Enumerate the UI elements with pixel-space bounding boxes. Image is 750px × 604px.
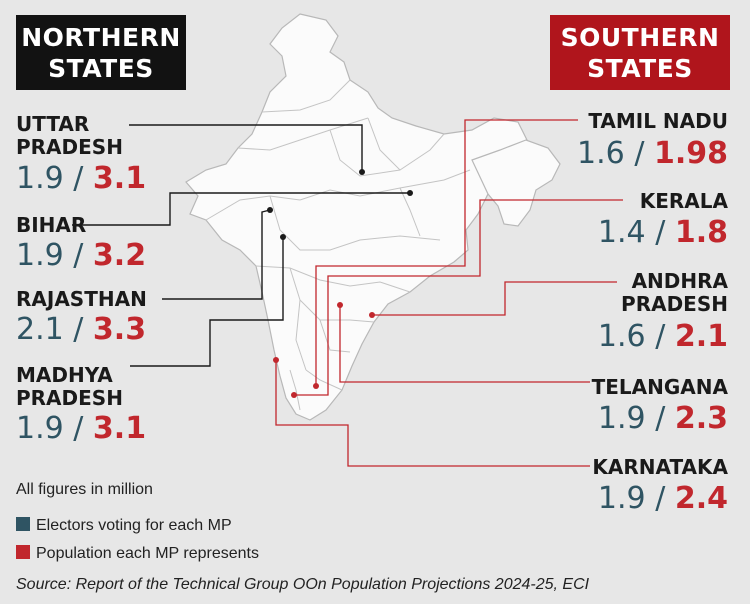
state-name-line: ANDHRA <box>631 269 728 293</box>
southern-states-header: SOUTHERN STATES <box>550 15 730 90</box>
electors-value: 2.1 <box>16 312 64 347</box>
state-name-uttar-pradesh: UTTAR PRADESH <box>16 113 123 159</box>
northern-leader-lines <box>72 124 410 367</box>
value-separator: / <box>634 136 645 171</box>
state-name-line: PRADESH <box>16 135 123 159</box>
electors-value: 1.9 <box>16 238 64 273</box>
legend-swatch-red <box>16 545 30 559</box>
state-name-tamil-nadu: TAMIL NADU <box>588 110 728 133</box>
electors-value: 1.9 <box>597 401 646 436</box>
electors-value: 1.9 <box>16 411 64 446</box>
state-name-line: BIHAR <box>16 213 87 237</box>
population-value: 3.2 <box>92 238 147 273</box>
legend-label: Electors voting for each MP <box>36 517 232 534</box>
northeast-region <box>471 139 561 227</box>
population-value: 1.98 <box>653 136 728 171</box>
state-name-line: KARNATAKA <box>592 455 728 479</box>
state-name-line: KERALA <box>639 189 728 213</box>
electors-value: 1.9 <box>16 161 64 196</box>
value-separator: / <box>73 161 84 196</box>
units-note: All figures in million <box>16 481 153 498</box>
state-borders <box>205 79 471 411</box>
population-value: 3.1 <box>92 411 147 446</box>
electors-value: 1.6 <box>577 136 625 171</box>
population-value: 2.4 <box>674 481 728 516</box>
population-value: 3.1 <box>92 161 147 196</box>
northern-leader-dots <box>267 169 413 240</box>
state-figures-karnataka: 1.9 / 2.4 <box>598 482 728 516</box>
electors-value: 1.9 <box>597 481 646 516</box>
value-separator: / <box>73 312 84 347</box>
population-value: 2.1 <box>674 319 728 354</box>
legend-item-electors: Electors voting for each MP <box>16 517 232 535</box>
population-value: 2.3 <box>674 401 728 436</box>
header-line: NORTHERN <box>21 23 181 52</box>
legend-item-population: Population each MP represents <box>16 545 259 563</box>
southern-leader-lines <box>275 119 623 467</box>
state-name-madhya-pradesh: MADHYA PRADESH <box>16 364 123 410</box>
electors-value: 1.6 <box>597 319 646 354</box>
southern-leader-dots <box>273 302 375 398</box>
state-name-andhra-pradesh: ANDHRA PRADESH <box>621 270 728 316</box>
legend-label: Population each MP represents <box>36 545 259 562</box>
population-value: 3.3 <box>92 312 147 347</box>
state-name-line: TAMIL NADU <box>588 109 728 133</box>
state-figures-telangana: 1.9 / 2.3 <box>598 402 728 436</box>
state-name-kerala: KERALA <box>640 190 728 213</box>
population-value: 1.8 <box>674 215 728 250</box>
northern-states-header: NORTHERN STATES <box>16 15 186 90</box>
header-line: STATES <box>587 54 693 83</box>
state-name-karnataka: KARNATAKA <box>592 456 728 479</box>
value-separator: / <box>655 319 666 354</box>
header-line: STATES <box>48 54 154 83</box>
state-name-telangana: TELANGANA <box>592 376 728 399</box>
state-name-line: PRADESH <box>621 292 728 316</box>
value-separator: / <box>655 215 666 250</box>
state-name-line: RAJASTHAN <box>16 287 147 311</box>
india-outline <box>185 13 529 421</box>
state-figures-kerala: 1.4 / 1.8 <box>598 216 728 250</box>
legend-swatch-blue <box>16 517 30 531</box>
value-separator: / <box>73 238 84 273</box>
source-note: Source: Report of the Technical Group OO… <box>16 576 590 593</box>
state-figures-rajasthan: 2.1 / 3.3 <box>16 313 146 347</box>
electors-value: 1.4 <box>597 215 646 250</box>
state-name-line: PRADESH <box>16 386 123 410</box>
state-name-bihar: BIHAR <box>16 214 86 237</box>
state-figures-madhya-pradesh: 1.9 / 3.1 <box>16 412 146 446</box>
state-name-line: TELANGANA <box>591 375 728 399</box>
state-name-line: UTTAR <box>16 112 90 136</box>
state-figures-bihar: 1.9 / 3.2 <box>16 239 146 273</box>
value-separator: / <box>73 411 84 446</box>
value-separator: / <box>655 481 666 516</box>
header-line: SOUTHERN <box>560 23 720 52</box>
state-figures-tamil-nadu: 1.6 / 1.98 <box>577 137 728 171</box>
state-figures-uttar-pradesh: 1.9 / 3.1 <box>16 162 146 196</box>
state-figures-andhra-pradesh: 1.6 / 2.1 <box>598 320 728 354</box>
state-name-rajasthan: RAJASTHAN <box>16 288 147 311</box>
value-separator: / <box>655 401 666 436</box>
state-name-line: MADHYA <box>16 363 113 387</box>
